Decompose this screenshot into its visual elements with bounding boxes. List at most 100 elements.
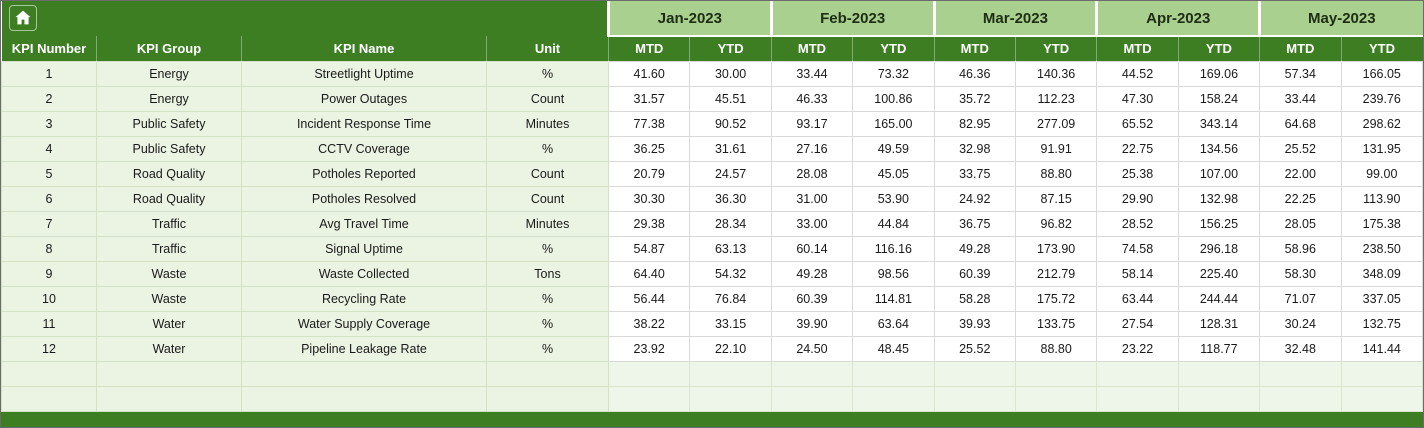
kpi-group-cell[interactable]: Waste: [96, 285, 242, 312]
col-header-kpi-number[interactable]: KPI Number: [1, 36, 97, 61]
value-cell[interactable]: 31.00: [770, 185, 854, 212]
value-cell[interactable]: 277.09: [1014, 110, 1098, 137]
month-header[interactable]: Jan-2023: [607, 1, 772, 37]
month-header[interactable]: May-2023: [1258, 1, 1423, 37]
value-cell[interactable]: 27.16: [770, 135, 854, 162]
col-header-mtd[interactable]: MTD: [607, 36, 690, 61]
value-cell[interactable]: 22.10: [689, 335, 772, 362]
value-cell[interactable]: 29.90: [1096, 185, 1179, 212]
empty-cell[interactable]: [241, 385, 487, 412]
value-cell[interactable]: 71.07: [1259, 285, 1342, 312]
value-cell[interactable]: 65.52: [1096, 110, 1179, 137]
value-cell[interactable]: 133.75: [1014, 310, 1098, 337]
value-cell[interactable]: 24.92: [933, 185, 1016, 212]
value-cell[interactable]: 82.95: [933, 110, 1016, 137]
empty-cell[interactable]: [486, 385, 609, 412]
unit-cell[interactable]: %: [486, 135, 609, 162]
value-cell[interactable]: 93.17: [770, 110, 854, 137]
empty-cell[interactable]: [241, 360, 487, 387]
empty-cell[interactable]: [1096, 360, 1179, 387]
value-cell[interactable]: 156.25: [1177, 210, 1261, 237]
value-cell[interactable]: 58.96: [1259, 235, 1342, 262]
value-cell[interactable]: 24.50: [770, 335, 854, 362]
home-button[interactable]: [8, 4, 37, 31]
value-cell[interactable]: 36.25: [607, 135, 691, 162]
kpi-group-cell[interactable]: Water: [96, 310, 242, 337]
kpi-name-cell[interactable]: Streetlight Uptime: [241, 60, 487, 87]
value-cell[interactable]: 48.45: [852, 335, 935, 362]
value-cell[interactable]: 58.14: [1096, 260, 1179, 287]
empty-cell[interactable]: [1014, 360, 1098, 387]
kpi-group-cell[interactable]: Energy: [96, 85, 242, 112]
empty-cell[interactable]: [933, 360, 1016, 387]
kpi-name-cell[interactable]: Incident Response Time: [241, 110, 487, 137]
value-cell[interactable]: 298.62: [1340, 110, 1423, 137]
empty-cell[interactable]: [486, 360, 609, 387]
kpi-group-cell[interactable]: Waste: [96, 260, 242, 287]
kpi-number-cell[interactable]: 1: [1, 60, 97, 87]
kpi-number-cell[interactable]: 8: [1, 235, 97, 262]
kpi-number-cell[interactable]: 10: [1, 285, 97, 312]
value-cell[interactable]: 114.81: [852, 285, 935, 312]
value-cell[interactable]: 39.93: [933, 310, 1016, 337]
empty-cell[interactable]: [1, 360, 97, 387]
value-cell[interactable]: 27.54: [1096, 310, 1179, 337]
kpi-name-cell[interactable]: Recycling Rate: [241, 285, 487, 312]
value-cell[interactable]: 96.82: [1014, 210, 1098, 237]
kpi-number-cell[interactable]: 5: [1, 160, 97, 187]
value-cell[interactable]: 107.00: [1177, 160, 1261, 187]
empty-cell[interactable]: [770, 360, 854, 387]
empty-cell[interactable]: [607, 385, 691, 412]
value-cell[interactable]: 118.77: [1177, 335, 1261, 362]
value-cell[interactable]: 39.90: [770, 310, 854, 337]
unit-cell[interactable]: %: [486, 235, 609, 262]
kpi-number-cell[interactable]: 4: [1, 135, 97, 162]
col-header-mtd[interactable]: MTD: [1259, 36, 1342, 61]
value-cell[interactable]: 296.18: [1177, 235, 1261, 262]
value-cell[interactable]: 88.80: [1014, 160, 1098, 187]
empty-cell[interactable]: [96, 360, 242, 387]
col-header-mtd[interactable]: MTD: [933, 36, 1016, 61]
value-cell[interactable]: 76.84: [689, 285, 772, 312]
value-cell[interactable]: 28.08: [770, 160, 854, 187]
value-cell[interactable]: 173.90: [1014, 235, 1098, 262]
col-header-ytd[interactable]: YTD: [1014, 36, 1097, 61]
value-cell[interactable]: 53.90: [852, 185, 935, 212]
value-cell[interactable]: 60.39: [770, 285, 854, 312]
value-cell[interactable]: 134.56: [1177, 135, 1261, 162]
value-cell[interactable]: 33.75: [933, 160, 1016, 187]
empty-cell[interactable]: [852, 360, 935, 387]
value-cell[interactable]: 165.00: [852, 110, 935, 137]
empty-cell[interactable]: [1259, 385, 1342, 412]
value-cell[interactable]: 24.57: [689, 160, 772, 187]
value-cell[interactable]: 22.00: [1259, 160, 1342, 187]
month-header[interactable]: Apr-2023: [1095, 1, 1260, 37]
value-cell[interactable]: 33.15: [689, 310, 772, 337]
kpi-number-cell[interactable]: 7: [1, 210, 97, 237]
value-cell[interactable]: 33.44: [770, 60, 854, 87]
value-cell[interactable]: 25.38: [1096, 160, 1179, 187]
empty-cell[interactable]: [933, 385, 1016, 412]
empty-cell[interactable]: [852, 385, 935, 412]
value-cell[interactable]: 28.52: [1096, 210, 1179, 237]
empty-cell[interactable]: [1177, 385, 1261, 412]
kpi-name-cell[interactable]: Avg Travel Time: [241, 210, 487, 237]
value-cell[interactable]: 100.86: [852, 85, 935, 112]
unit-cell[interactable]: Tons: [486, 260, 609, 287]
value-cell[interactable]: 77.38: [607, 110, 691, 137]
empty-cell[interactable]: [1340, 385, 1423, 412]
value-cell[interactable]: 128.31: [1177, 310, 1261, 337]
unit-cell[interactable]: Minutes: [486, 110, 609, 137]
value-cell[interactable]: 30.00: [689, 60, 772, 87]
value-cell[interactable]: 46.36: [933, 60, 1016, 87]
value-cell[interactable]: 47.30: [1096, 85, 1179, 112]
empty-cell[interactable]: [607, 360, 691, 387]
empty-cell[interactable]: [1014, 385, 1098, 412]
col-header-ytd[interactable]: YTD: [1340, 36, 1423, 61]
value-cell[interactable]: 239.76: [1340, 85, 1423, 112]
kpi-name-cell[interactable]: Signal Uptime: [241, 235, 487, 262]
value-cell[interactable]: 54.32: [689, 260, 772, 287]
unit-cell[interactable]: %: [486, 310, 609, 337]
value-cell[interactable]: 112.23: [1014, 85, 1098, 112]
value-cell[interactable]: 57.34: [1259, 60, 1342, 87]
